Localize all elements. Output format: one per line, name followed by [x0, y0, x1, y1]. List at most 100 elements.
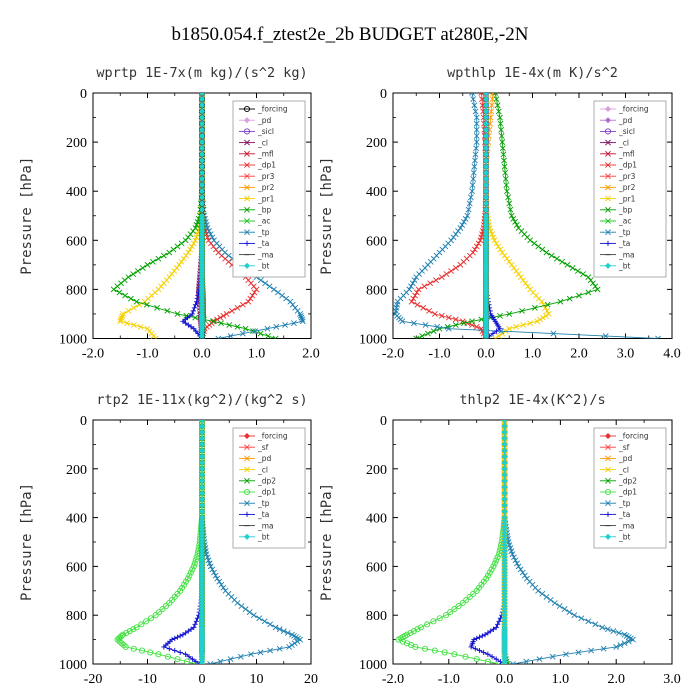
data-point — [482, 175, 490, 182]
data-point — [488, 102, 495, 109]
data-point — [116, 289, 123, 296]
series-pr1 — [483, 93, 552, 339]
data-point — [501, 490, 508, 497]
data-point — [124, 320, 130, 327]
data-point — [571, 612, 578, 619]
data-point — [466, 200, 473, 207]
data-point — [143, 618, 150, 625]
data-point — [501, 453, 508, 460]
data-point — [198, 502, 206, 509]
data-point — [473, 120, 480, 127]
data-point — [542, 312, 549, 319]
data-point — [485, 630, 491, 636]
data-point — [545, 311, 552, 317]
data-point — [198, 447, 206, 454]
legend-entry: _ta — [600, 510, 630, 519]
legend-label: _mfl — [257, 150, 274, 159]
data-point — [159, 606, 166, 613]
data-point — [501, 502, 508, 509]
chart-panel-1: wprtp 1E-7x(m kg)/(s^2 kg) Pressure [hPa]… — [19, 65, 320, 362]
data-point — [585, 289, 592, 296]
data-point — [117, 318, 124, 325]
series-line — [485, 93, 550, 339]
data-point — [519, 307, 525, 314]
data-point — [155, 651, 162, 658]
data-point — [238, 603, 245, 609]
data-point — [431, 647, 438, 654]
data-point — [198, 120, 206, 127]
data-point — [272, 335, 279, 339]
data-point — [198, 169, 206, 176]
data-point — [226, 322, 233, 328]
legend-entry: _forcing — [239, 105, 288, 114]
data-point — [524, 283, 531, 290]
data-point — [234, 600, 241, 606]
chart-panel-4: thlp2 1E-4x(K^2)/s Pressure [hPa] 0 200 400 6… — [319, 392, 681, 687]
data-point — [198, 490, 206, 497]
data-point — [489, 654, 495, 660]
legend-label: _pr3 — [257, 172, 275, 181]
data-point — [198, 108, 206, 115]
legend-label: _ta — [257, 510, 269, 519]
data-point — [120, 311, 126, 317]
data-point — [488, 108, 495, 115]
data-point — [188, 243, 195, 250]
legend-label: _ta — [618, 510, 630, 519]
chart-panel-2: wpthlp 1E-4x(m K)/s^2 Pressure [hPa] 0 200 4… — [319, 65, 681, 362]
data-point — [472, 108, 479, 115]
legend: _forcing _sf _pd _cl _dp2 _dp1 _tp _ta _ma _bt — [232, 427, 306, 549]
data-point — [180, 581, 188, 588]
data-point — [496, 618, 502, 624]
data-point — [189, 656, 196, 662]
data-point — [198, 96, 206, 103]
data-point — [189, 566, 196, 573]
data-point — [484, 658, 491, 664]
data-point — [280, 628, 287, 634]
legend-marker — [244, 162, 250, 168]
data-point — [297, 636, 304, 643]
data-point — [120, 642, 127, 649]
data-point — [482, 188, 490, 195]
data-point — [422, 645, 429, 652]
data-point — [198, 477, 206, 485]
legend-entry: _ma — [600, 250, 635, 259]
plot-area — [393, 93, 661, 339]
data-point — [482, 93, 490, 97]
data-point — [527, 237, 534, 244]
legend-box — [232, 427, 306, 549]
data-point — [164, 307, 171, 314]
data-point — [242, 606, 249, 613]
legend-label: _tp — [257, 228, 270, 237]
legend-label: _dp2 — [257, 477, 276, 486]
legend-label: _pr1 — [618, 194, 636, 203]
data-point — [462, 653, 469, 660]
legend-marker — [244, 466, 250, 473]
data-point — [438, 312, 445, 319]
data-point — [223, 311, 230, 317]
legend-marker — [244, 500, 250, 507]
data-point — [482, 114, 490, 121]
data-point — [413, 274, 420, 281]
data-point — [487, 114, 494, 121]
legend-entry: _dp1 — [239, 161, 276, 170]
data-point — [512, 218, 518, 225]
data-point — [621, 640, 628, 647]
data-point — [198, 188, 206, 195]
data-point — [198, 206, 206, 213]
data-point — [465, 206, 472, 213]
data-point — [178, 240, 185, 247]
legend-label: _ta — [618, 239, 630, 248]
data-point — [198, 93, 206, 97]
legend-entry: _bp — [239, 206, 272, 215]
x-tick-label: 3.0 — [617, 347, 635, 362]
legend-entry: _forcing — [239, 432, 288, 441]
x-tick-label: 2.0 — [607, 672, 625, 687]
data-point — [172, 647, 178, 654]
data-point — [469, 188, 475, 195]
data-point — [452, 316, 459, 323]
data-point — [569, 265, 576, 271]
legend-marker — [605, 229, 611, 236]
data-point — [604, 626, 611, 633]
series-line — [410, 93, 487, 339]
data-point — [469, 182, 476, 188]
